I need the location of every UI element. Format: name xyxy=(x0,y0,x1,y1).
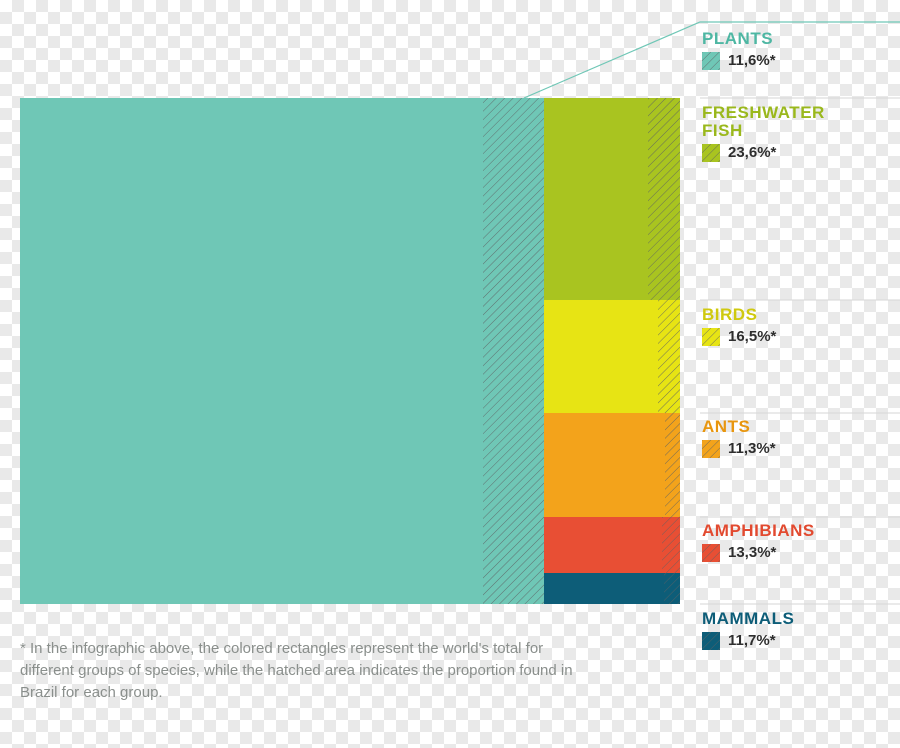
block-amphibians xyxy=(544,517,680,573)
block-ants xyxy=(544,413,680,517)
hatch-mammals xyxy=(664,573,680,604)
legend-value-amphibians: 13,3%* xyxy=(728,544,776,561)
legend-value-mammals: 11,7%* xyxy=(728,632,776,649)
hatch-plants xyxy=(483,98,544,604)
legend-value-row-ants: 11,3%* xyxy=(702,440,776,458)
block-mammals xyxy=(544,573,680,604)
legend-swatch-mammals xyxy=(702,632,720,650)
legend-value-row-mammals: 11,7%* xyxy=(702,632,794,650)
legend-title-plants: PLANTS xyxy=(702,30,776,48)
legend-title-amphibians: AMPHIBIANS xyxy=(702,522,815,540)
legend-value-row-amphibians: 13,3%* xyxy=(702,544,815,562)
legend-swatch-birds xyxy=(702,328,720,346)
legend-value-row-plants: 11,6%* xyxy=(702,52,776,70)
legend-swatch-plants xyxy=(702,52,720,70)
block-plants xyxy=(20,98,544,604)
legend-swatch-ants xyxy=(702,440,720,458)
legend-swatch-amphibians xyxy=(702,544,720,562)
legend-title-mammals: MAMMALS xyxy=(702,610,794,628)
legend-value-ants: 11,3%* xyxy=(728,440,776,457)
legend-value-row-birds: 16,5%* xyxy=(702,328,776,346)
hatch-amphibians xyxy=(662,517,680,573)
legend-amphibians: AMPHIBIANS 13,3%* xyxy=(702,522,815,562)
hatch-birds xyxy=(658,300,680,413)
legend-birds: BIRDS 16,5%* xyxy=(702,306,776,346)
legend-value-row-freshwater_fish: 23,6%* xyxy=(702,144,825,162)
legend-plants: PLANTS 11,6%* xyxy=(702,30,776,70)
legend-freshwater_fish: FRESHWATER FISH 23,6%* xyxy=(702,104,825,162)
legend-title-ants: ANTS xyxy=(702,418,776,436)
legend-value-freshwater_fish: 23,6%* xyxy=(728,144,776,161)
legend-value-plants: 11,6%* xyxy=(728,52,776,69)
legend-swatch-freshwater_fish xyxy=(702,144,720,162)
footnote-text: * In the infographic above, the colored … xyxy=(20,638,580,703)
legend-ants: ANTS 11,3%* xyxy=(702,418,776,458)
legend-title-birds: BIRDS xyxy=(702,306,776,324)
hatch-freshwater_fish xyxy=(648,98,680,300)
legend-mammals: MAMMALS 11,7%* xyxy=(702,610,794,650)
legend-value-birds: 16,5%* xyxy=(728,328,776,345)
legend-title-freshwater_fish: FRESHWATER FISH xyxy=(702,104,825,140)
hatch-ants xyxy=(665,413,680,517)
